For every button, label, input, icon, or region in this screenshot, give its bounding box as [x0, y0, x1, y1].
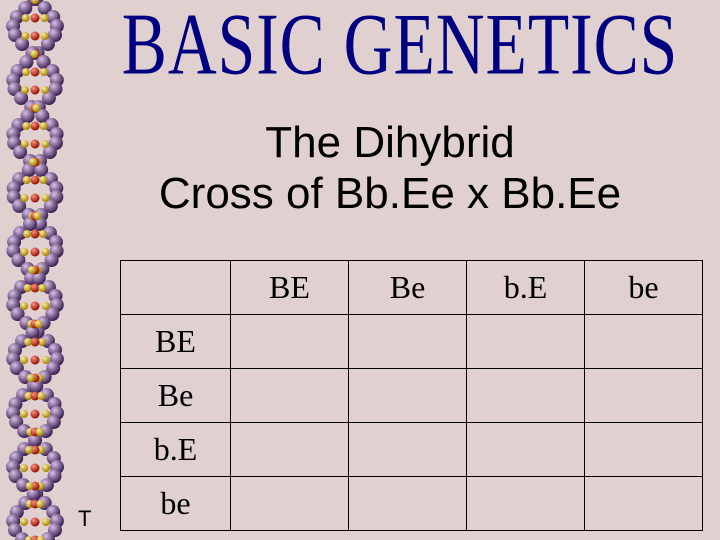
table-cell [467, 315, 585, 369]
footer-letter: T [78, 506, 91, 532]
table-corner-cell [121, 261, 231, 315]
table-cell [231, 369, 349, 423]
subtitle-line-1: The Dihybrid [265, 118, 514, 167]
punnett-square-table: BE Be b.E be BE Be b.E be [120, 260, 703, 531]
table-cell [585, 477, 703, 531]
table-row: BE [121, 315, 703, 369]
table-cell [467, 423, 585, 477]
page-title: BASIC GENETICS [109, 0, 692, 95]
table-cell [349, 315, 467, 369]
table-cell [467, 477, 585, 531]
subtitle-line-2: Cross of Bb.Ee x Bb.Ee [159, 169, 621, 218]
col-header: Be [349, 261, 467, 315]
table-cell [231, 315, 349, 369]
subtitle: The Dihybrid Cross of Bb.Ee x Bb.Ee [80, 118, 700, 219]
slide: BASIC GENETICS The Dihybrid Cross of Bb.… [0, 0, 720, 540]
table-cell [585, 369, 703, 423]
table-header-row: BE Be b.E be [121, 261, 703, 315]
table-cell [585, 315, 703, 369]
table-cell [349, 477, 467, 531]
row-header: Be [121, 369, 231, 423]
table-cell [231, 477, 349, 531]
table-row: Be [121, 369, 703, 423]
table-cell [349, 423, 467, 477]
table-cell [231, 423, 349, 477]
dna-sidebar-image [0, 0, 70, 540]
table-row: be [121, 477, 703, 531]
row-header: BE [121, 315, 231, 369]
col-header: b.E [467, 261, 585, 315]
col-header: be [585, 261, 703, 315]
table-cell [467, 369, 585, 423]
row-header: be [121, 477, 231, 531]
table-cell [349, 369, 467, 423]
table-row: b.E [121, 423, 703, 477]
row-header: b.E [121, 423, 231, 477]
col-header: BE [231, 261, 349, 315]
dna-helix-icon [0, 0, 70, 540]
table-cell [585, 423, 703, 477]
